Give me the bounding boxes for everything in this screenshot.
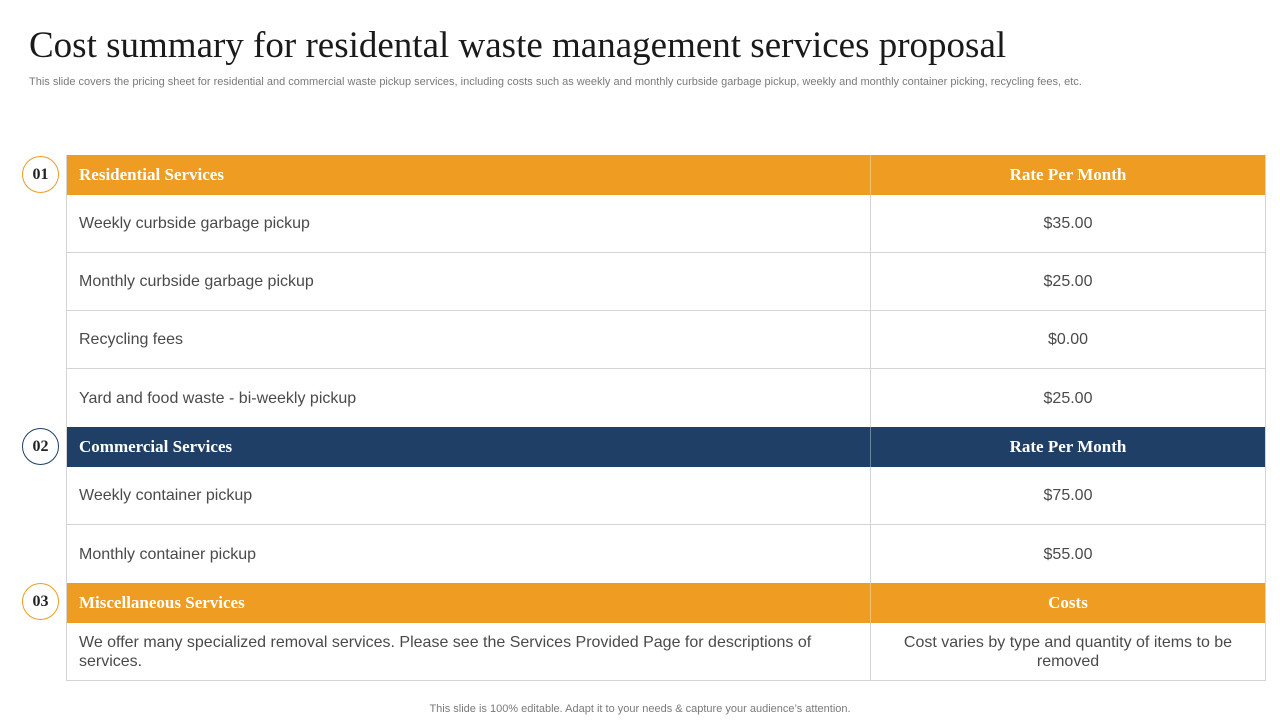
service-rate: $25.00 <box>870 253 1265 310</box>
service-rate: $75.00 <box>870 467 1265 524</box>
table-row: Recycling fees $0.00 <box>67 311 1265 369</box>
table-row: Monthly curbside garbage pickup $25.00 <box>67 253 1265 311</box>
service-rate: $55.00 <box>870 525 1265 583</box>
cost-column-header: Costs <box>870 583 1265 623</box>
service-rate: $35.00 <box>870 195 1265 252</box>
footer-note: This slide is 100% editable. Adapt it to… <box>429 703 851 715</box>
service-name: Monthly container pickup <box>79 545 256 563</box>
table-row: Weekly container pickup $75.00 <box>67 467 1265 525</box>
service-name: We offer many specialized removal servic… <box>79 633 812 670</box>
section-number-marker: 03 <box>22 583 59 620</box>
service-rate: Cost varies by type and quantity of item… <box>870 623 1265 680</box>
section-header-label: Residential Services <box>79 165 224 184</box>
service-name: Weekly container pickup <box>79 487 253 504</box>
section-header-label: Commercial Services <box>79 437 233 456</box>
rate-column-header: Rate Per Month <box>870 427 1265 467</box>
section-number-marker: 01 <box>22 156 59 193</box>
section-header-label: Miscellaneous Services <box>79 593 245 612</box>
service-rate: $0.00 <box>870 311 1265 368</box>
page-title: Cost summary for residental waste manage… <box>29 25 1007 66</box>
table-row: Weekly curbside garbage pickup $35.00 <box>67 195 1265 253</box>
rate-column-header: Rate Per Month <box>870 155 1265 195</box>
page-subtitle: This slide covers the pricing sheet for … <box>29 76 1082 88</box>
section-number-marker: 02 <box>22 428 59 465</box>
service-name: Recycling fees <box>79 331 184 348</box>
service-name: Weekly curbside garbage pickup <box>79 215 310 232</box>
section-header-miscellaneous: Miscellaneous Services Costs <box>67 583 1265 623</box>
table-row: Monthly container pickup $55.00 <box>67 525 1265 583</box>
section-header-commercial: Commercial Services Rate Per Month <box>67 427 1265 467</box>
service-name: Monthly curbside garbage pickup <box>79 273 314 290</box>
table-row: We offer many specialized removal servic… <box>67 623 1265 681</box>
section-header-residential: Residential Services Rate Per Month <box>67 155 1265 195</box>
service-rate: $25.00 <box>870 369 1265 427</box>
table-row: Yard and food waste - bi-weekly pickup $… <box>67 369 1265 427</box>
cost-summary-table: Residential Services Rate Per Month Week… <box>66 155 1266 681</box>
service-name: Yard and food waste - bi-weekly pickup <box>79 389 357 407</box>
